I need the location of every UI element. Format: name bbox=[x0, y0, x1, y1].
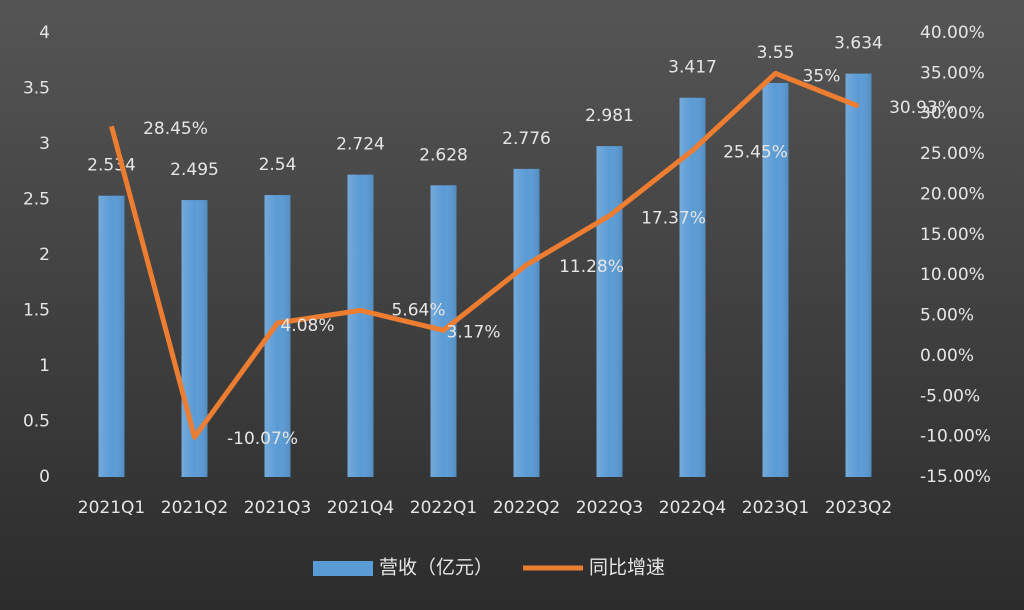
y2-tick-label: -15.00% bbox=[920, 467, 991, 487]
line-value-label: 3.17% bbox=[446, 322, 500, 342]
bar-value-label: 2.534 bbox=[87, 156, 136, 176]
x-tick-label: 2022Q1 bbox=[410, 498, 477, 518]
line-value-label: -10.07% bbox=[227, 429, 298, 449]
bar-value-label: 2.54 bbox=[259, 155, 297, 175]
bar-shade bbox=[762, 82, 789, 477]
bar-value-label: 2.724 bbox=[336, 135, 385, 155]
y2-tick-label: 30.00% bbox=[920, 104, 985, 124]
y2-tick-label: 35.00% bbox=[920, 63, 985, 83]
legend-swatch bbox=[313, 561, 373, 576]
y-tick-label: 0.5 bbox=[23, 412, 50, 432]
y2-tick-label: 20.00% bbox=[920, 184, 985, 204]
bar-shade bbox=[513, 168, 540, 477]
y2-tick-label: 5.00% bbox=[920, 306, 974, 326]
y2-tick-label: 15.00% bbox=[920, 225, 985, 245]
line-value-label: 17.37% bbox=[641, 209, 706, 229]
x-tick-label: 2021Q4 bbox=[327, 498, 394, 518]
y-tick-label: 4 bbox=[39, 23, 50, 43]
y2-tick-label: 25.00% bbox=[920, 144, 985, 164]
bar-value-label: 3.55 bbox=[757, 43, 795, 63]
line-value-label: 4.08% bbox=[280, 316, 334, 336]
x-tick-label: 2022Q4 bbox=[659, 498, 726, 518]
y2-tick-label: -5.00% bbox=[920, 386, 980, 406]
line-value-label: 25.45% bbox=[723, 142, 788, 162]
bar-value-label: 3.634 bbox=[834, 34, 883, 54]
y-tick-label: 2.5 bbox=[23, 190, 50, 210]
bar-value-label: 2.495 bbox=[170, 160, 219, 180]
y-tick-label: 3 bbox=[39, 134, 50, 154]
legend-label: 营收（亿元） bbox=[379, 557, 493, 579]
y-tick-label: 3.5 bbox=[23, 79, 50, 99]
bar-shade bbox=[596, 146, 623, 477]
bar-shade bbox=[679, 97, 706, 477]
line-value-label: 30.93% bbox=[889, 98, 954, 118]
y2-tick-label: 0.00% bbox=[920, 346, 974, 366]
bar-value-label: 3.417 bbox=[668, 58, 717, 78]
line bbox=[109, 70, 860, 440]
y2-tick-label: -10.00% bbox=[920, 427, 991, 447]
line-value-label: 11.28% bbox=[559, 257, 624, 277]
x-tick-label: 2021Q3 bbox=[244, 498, 311, 518]
y2-tick-label: 40.00% bbox=[920, 23, 985, 43]
x-tick-label: 2023Q2 bbox=[825, 498, 892, 518]
bar-value-label: 2.776 bbox=[502, 129, 551, 149]
y-tick-label: 2 bbox=[39, 245, 50, 265]
bar-shade bbox=[347, 174, 374, 478]
y2-tick-label: 10.00% bbox=[920, 265, 985, 285]
y-tick-label: 1 bbox=[39, 356, 50, 376]
x-tick-label: 2023Q1 bbox=[742, 498, 809, 518]
bar-shade bbox=[845, 73, 872, 477]
y-tick-label: 1.5 bbox=[23, 301, 50, 321]
x-tick-label: 2022Q3 bbox=[576, 498, 643, 518]
bar-value-label: 2.981 bbox=[585, 106, 634, 126]
line-value-label: 5.64% bbox=[391, 300, 445, 320]
y-tick-label: 0 bbox=[39, 467, 50, 487]
x-tick-label: 2021Q2 bbox=[161, 498, 228, 518]
bar-shade bbox=[98, 195, 125, 477]
bar-value-label: 2.628 bbox=[419, 145, 468, 165]
legend-label: 同比增速 bbox=[589, 557, 665, 579]
line-value-label: 28.45% bbox=[143, 119, 208, 139]
line-value-label: 35% bbox=[803, 66, 841, 86]
x-tick-label: 2021Q1 bbox=[78, 498, 145, 518]
x-tick-label: 2022Q2 bbox=[493, 498, 560, 518]
